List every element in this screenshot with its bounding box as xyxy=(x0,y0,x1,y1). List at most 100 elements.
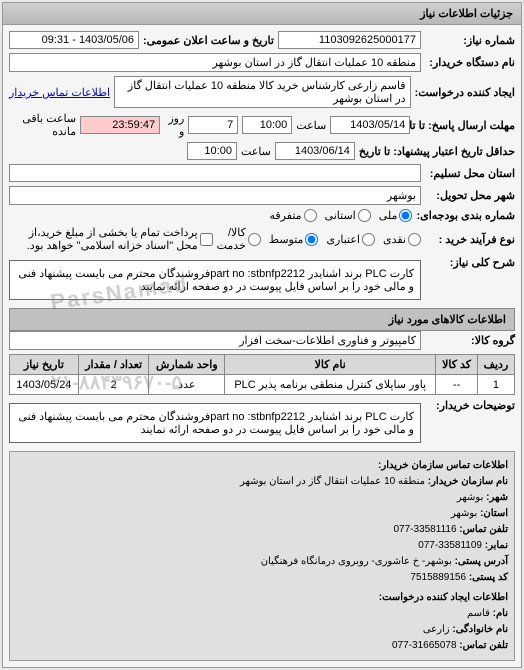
city-value: بوشهر xyxy=(457,492,483,503)
reqphone-label: تلفن تماس: xyxy=(459,640,508,651)
buyer-note-label: توضیحات خریدار: xyxy=(425,399,515,412)
validity-label: حداقل تاریخ اعتبار پیشنهاد: تا تاریخ xyxy=(359,145,515,158)
postal-label: کد پستی: xyxy=(469,572,508,583)
name-value: قاسم xyxy=(467,608,490,619)
validity-time: 10:00 xyxy=(187,142,237,160)
th-2: نام کالا xyxy=(225,355,436,375)
td-3: عدد xyxy=(149,375,225,395)
deadline-date: 1403/05/14 xyxy=(330,116,410,134)
province-label: استان: xyxy=(480,508,508,519)
row-validity: حداقل تاریخ اعتبار پیشنهاد: تا تاریخ 140… xyxy=(9,142,515,160)
row-payment: نوع فرآیند خرید : نقدی اعتباری متوسط کال… xyxy=(9,226,515,252)
pubdate-label: تاریخ و ساعت اعلان عمومی: xyxy=(143,34,274,47)
td-2: پاور ساپلای کنترل منطقی برنامه پذیر PLC xyxy=(225,375,436,395)
td-1: -- xyxy=(436,375,478,395)
delivery-value: بوشهر xyxy=(9,186,421,205)
th-5: تاریخ نیاز xyxy=(10,355,79,375)
pay-opt-3[interactable]: کالا/خدمت xyxy=(217,226,261,252)
province-value: بوشهر xyxy=(451,508,477,519)
td-0: 1 xyxy=(477,375,514,395)
pay-radio-1[interactable] xyxy=(362,233,375,246)
fax-value: 33581109-077 xyxy=(418,540,482,551)
table-row: 1 -- پاور ساپلای کنترل منطقی برنامه پذیر… xyxy=(10,375,515,395)
group-value: کامپیوتر و فناوری اطلاعات-سخت افزار xyxy=(9,331,421,350)
row-delivery: شهر محل تحویل: بوشهر xyxy=(9,186,515,205)
request-no-label: شماره نیاز: xyxy=(425,34,515,47)
request-no-value: 1103092625000177 xyxy=(278,31,421,49)
payment-checkbox[interactable] xyxy=(200,233,213,246)
buyer-device-label: نام دستگاه خریدار: xyxy=(425,56,515,69)
group-label: گروه کالا: xyxy=(425,334,515,347)
contact-link[interactable]: اطلاعات تماس خریدار xyxy=(9,86,110,99)
location-value xyxy=(9,164,421,182)
budget-radio-1[interactable] xyxy=(358,209,371,222)
addr-label: آدرس پستی: xyxy=(455,556,508,567)
th-4: تعداد / مقدار xyxy=(78,355,149,375)
budget-radio-group: ملی استانی متفرقه xyxy=(270,209,413,222)
row-desc: شرح کلی نیاز: کارت PLC برند اشنایدر part… xyxy=(9,256,515,304)
td-5: 1403/05/24 xyxy=(10,375,79,395)
deadline-time: 10:00 xyxy=(242,116,292,134)
deadline-time-label: ساعت xyxy=(296,119,326,132)
row-deadline: مهلت ارسال پاسخ: تا تاریخ 1403/05/14 ساع… xyxy=(9,112,515,138)
lname-value: زارعی xyxy=(423,624,450,635)
budget-radio-2[interactable] xyxy=(304,209,317,222)
delivery-label: شهر محل تحویل: xyxy=(425,189,515,202)
payment-note-check[interactable]: پرداخت تمام یا بخشی از مبلغ خرید،از محل … xyxy=(9,226,213,252)
payment-label: نوع فرآیند خرید : xyxy=(425,233,515,246)
days-remain: 7 xyxy=(188,116,238,134)
pay-radio-2[interactable] xyxy=(305,233,318,246)
org-label: نام سازمان خریدار: xyxy=(428,476,508,487)
buyer-note-box: کارت PLC برند اشنایدر part no :stbnfp221… xyxy=(9,403,421,443)
postal-value: 7515889156 xyxy=(410,572,466,583)
budget-opt-2[interactable]: متفرقه xyxy=(270,209,317,222)
pay-opt-0[interactable]: نقدی xyxy=(383,233,421,246)
validity-time-label: ساعت xyxy=(241,145,271,158)
location-label: استان محل تسلیم: xyxy=(425,167,515,180)
th-3: واحد شمارش xyxy=(149,355,225,375)
validity-date: 1403/06/14 xyxy=(275,142,355,160)
name-label: نام: xyxy=(493,608,508,619)
phone-label: تلفن تماس: xyxy=(459,524,508,535)
table-header-row: ردیف کد کالا نام کالا واحد شمارش تعداد /… xyxy=(10,355,515,375)
budget-opt-1[interactable]: استانی xyxy=(325,209,371,222)
pay-opt-1[interactable]: اعتباری xyxy=(326,233,375,246)
contact-block: اطلاعات تماس سازمان خریدار: نام سازمان خ… xyxy=(9,451,515,661)
th-0: ردیف xyxy=(477,355,514,375)
reqphone-value: 31665078-077 xyxy=(392,640,457,651)
row-location: استان محل تسلیم: xyxy=(9,164,515,182)
contact-header: اطلاعات تماس سازمان خریدار: xyxy=(16,458,508,474)
org-value: منطقه 10 عملیات انتقال گاز در استان بوشه… xyxy=(240,476,425,487)
items-table: ردیف کد کالا نام کالا واحد شمارش تعداد /… xyxy=(9,354,515,395)
items-header: اطلاعات کالاهای مورد نیاز xyxy=(9,308,515,331)
row-group: گروه کالا: کامپیوتر و فناوری اطلاعات-سخت… xyxy=(9,331,515,350)
budget-radio-0[interactable] xyxy=(399,209,412,222)
deadline-label: مهلت ارسال پاسخ: تا تاریخ xyxy=(414,119,515,132)
pay-opt-2[interactable]: متوسط xyxy=(269,233,319,246)
budget-label: شماره بندی بودجه‌ای: xyxy=(416,209,515,222)
buyer-device-value: منطقه 10 عملیات انتقال گاز در استان بوشه… xyxy=(9,53,421,72)
requester-label: ایجاد کننده درخواست: xyxy=(415,86,515,99)
requester-value: قاسم زارعی کارشناس خرید کالا منطقه 10 عم… xyxy=(114,76,411,108)
pubdate-value: 1403/05/06 - 09:31 xyxy=(9,31,139,49)
pay-radio-0[interactable] xyxy=(408,233,421,246)
th-1: کد کالا xyxy=(436,355,478,375)
time-remain: 23:59:47 xyxy=(80,116,160,134)
panel-title: جزئیات اطلاعات نیاز xyxy=(3,3,521,25)
td-4: 2 xyxy=(78,375,149,395)
remain-label: روز و xyxy=(164,112,184,138)
row-budget: شماره بندی بودجه‌ای: ملی استانی متفرقه xyxy=(9,209,515,222)
remain-label2: ساعت باقی مانده xyxy=(9,112,76,138)
row-requester: ایجاد کننده درخواست: قاسم زارعی کارشناس … xyxy=(9,76,515,108)
pay-radio-3[interactable] xyxy=(248,233,261,246)
addr-value: بوشهر- خ عاشوری- روبروی درمانگاه فرهنگیا… xyxy=(261,556,452,567)
city-label: شهر: xyxy=(486,492,508,503)
desc-label: شرح کلی نیاز: xyxy=(425,256,515,269)
budget-opt-0[interactable]: ملی xyxy=(379,209,413,222)
phone-value: 33581116-077 xyxy=(393,524,456,535)
lname-label: نام خانوادگی: xyxy=(452,624,508,635)
desc-box: کارت PLC برند اشنایدر part no :stbnfp221… xyxy=(9,260,421,300)
panel-body: شماره نیاز: 1103092625000177 تاریخ و ساع… xyxy=(3,25,521,667)
fax-label: نمابر: xyxy=(485,540,508,551)
payment-radio-group: نقدی اعتباری متوسط کالا/خدمت xyxy=(217,226,421,252)
